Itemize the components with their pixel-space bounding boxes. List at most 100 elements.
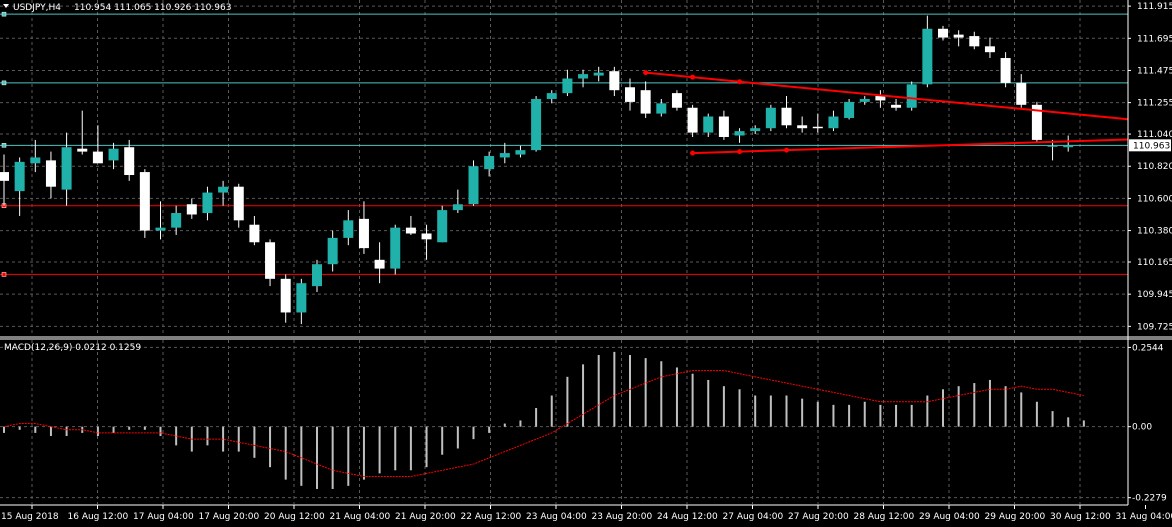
candle-bear [405, 227, 416, 234]
candle-bear [875, 96, 886, 101]
time-tick-label: 21 Aug 04:00 [330, 512, 391, 522]
candle-bull [155, 227, 166, 231]
macd-label: MACD(12,26,9) 0.0212 0.1259 [4, 343, 141, 353]
candle-bull [1063, 145, 1074, 148]
candle-bull [327, 237, 338, 265]
macd-signal-line [3, 370, 1084, 478]
candle-bull [515, 150, 526, 155]
candle-bull [390, 227, 401, 269]
macd-tick-label: 0.00 [1132, 423, 1152, 433]
candle-bear [0, 172, 9, 181]
price-tick-label: 109.945 [1137, 290, 1172, 300]
trendline-point[interactable] [737, 79, 743, 85]
candle-bear [781, 107, 792, 126]
candle-bull [844, 101, 855, 118]
line-anchor-handle[interactable] [1, 11, 7, 17]
candle-bull [108, 148, 119, 161]
candle-bull [61, 147, 72, 190]
candle-bull [734, 131, 745, 136]
macd-tick-label: -0.2279 [1132, 494, 1167, 504]
trendline-point[interactable] [784, 147, 789, 153]
price-tick-label: 111.040 [1137, 130, 1172, 140]
time-tick-label: 29 Aug 04:00 [919, 512, 980, 522]
candle-bull [531, 98, 542, 151]
candle-bull [468, 166, 479, 205]
candle-bull [296, 283, 307, 313]
candle-bull [562, 78, 573, 94]
candle-bull [703, 116, 714, 133]
symbol-label: USDJPY,H4 [13, 3, 61, 13]
price-tick-label: 111.915 [1137, 2, 1172, 12]
candle-bull [656, 103, 667, 114]
time-tick-label: 27 Aug 20:00 [788, 512, 849, 522]
trendline[interactable] [692, 138, 1129, 155]
time-tick-label: 28 Aug 12:00 [854, 512, 915, 522]
dropdown-triangle-icon[interactable] [3, 4, 9, 8]
candle-bear [953, 34, 964, 38]
time-tick-label: 17 Aug 20:00 [199, 512, 260, 522]
candle-bull [750, 128, 761, 132]
time-axis: 15 Aug 2018 16 Aug 12:00 17 Aug 04:00 17 Au… [1, 505, 1172, 522]
candle-bull [922, 28, 933, 85]
candle-bear [249, 224, 260, 243]
candle-bull [30, 157, 41, 164]
candle-bull [828, 116, 839, 129]
symbol-header[interactable]: USDJPY,H4 110.954 111.065 110.926 110.96… [3, 3, 231, 13]
macd-axis: 0.2544 0.00 -0.2279 [1128, 343, 1167, 504]
candle-bull [484, 155, 495, 170]
candle-bear [671, 93, 682, 108]
line-anchor-handle[interactable] [1, 143, 7, 148]
macd-tick-label: 0.2544 [1132, 343, 1164, 353]
candle-bear [891, 104, 902, 108]
candle-bear [280, 278, 291, 313]
macd-grid [0, 340, 1128, 504]
time-tick-label: 23 Aug 20:00 [592, 512, 653, 522]
candle-bear [625, 87, 635, 102]
trendline-point[interactable] [690, 150, 696, 156]
time-tick-label: 20 Aug 12:00 [264, 512, 325, 522]
time-tick-label: 24 Aug 12:00 [657, 512, 718, 522]
candle-bear [797, 125, 808, 129]
candle-bear [1000, 58, 1011, 83]
candle-bull [343, 220, 354, 238]
time-tick-label: 21 Aug 20:00 [395, 512, 456, 522]
line-anchor-handle[interactable] [1, 272, 7, 277]
trendlines[interactable] [643, 70, 1129, 156]
trendline[interactable] [645, 71, 1129, 121]
trendline-point[interactable] [690, 74, 696, 80]
time-tick-label: 30 Aug 12:00 [1050, 512, 1111, 522]
time-tick-label: 16 Aug 12:00 [68, 512, 129, 522]
candle-bull [593, 72, 604, 76]
candle-bull [171, 213, 182, 228]
candle-bull [1047, 145, 1058, 147]
candle-bear [1031, 104, 1042, 140]
candle-bear [265, 242, 276, 279]
candle-bull [312, 264, 322, 287]
candle-bull [546, 93, 557, 99]
time-tick-label: 22 Aug 12:00 [461, 512, 522, 522]
candle-bear [124, 147, 135, 176]
price-tick-label: 110.600 [1137, 194, 1172, 204]
price-tick-label: 111.695 [1137, 34, 1172, 44]
ohlc-values: 110.954 111.065 110.926 110.963 [74, 3, 231, 13]
current-price-box [1129, 139, 1171, 152]
candle-bear [969, 36, 980, 47]
time-tick-label: 31 Aug 04:00 [1116, 512, 1172, 522]
candle-bull [218, 186, 229, 193]
macd-indicator [3, 351, 1085, 489]
trendline-point[interactable] [643, 70, 649, 76]
candle-bull [765, 107, 776, 129]
line-anchor-handle[interactable] [1, 80, 7, 86]
candle-bear [640, 90, 651, 114]
candle-bear [77, 148, 88, 152]
candle-bear [938, 28, 948, 38]
candle-bull [578, 74, 589, 79]
candle-bear [1016, 82, 1027, 105]
candle-bear [984, 46, 995, 53]
price-tick-label: 109.725 [1137, 322, 1172, 332]
candle-bear [186, 204, 197, 215]
candle-bull [202, 192, 213, 214]
price-grid [0, 0, 1128, 336]
trendline-point[interactable] [737, 149, 743, 155]
